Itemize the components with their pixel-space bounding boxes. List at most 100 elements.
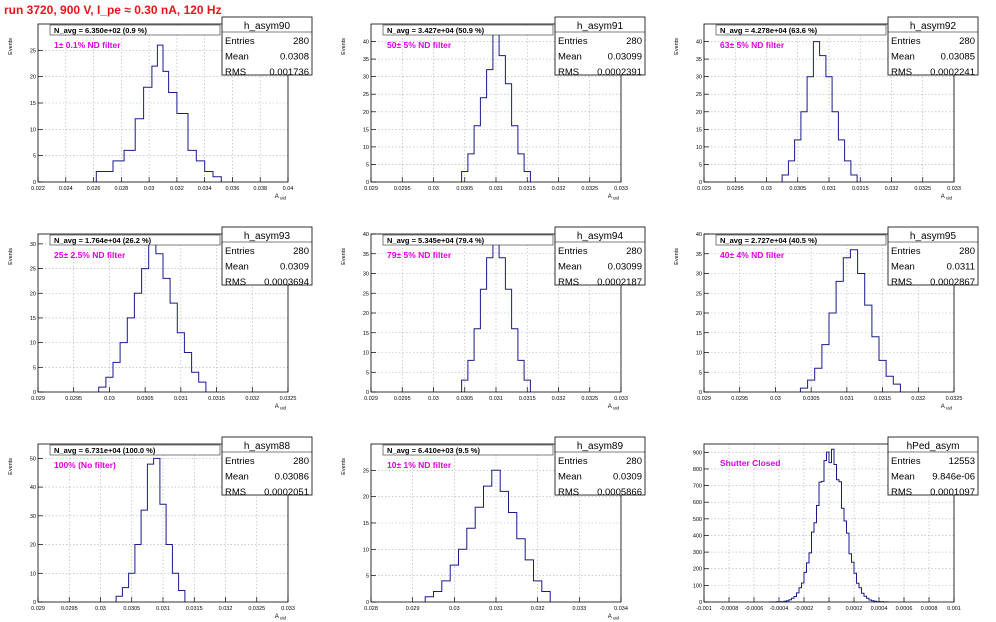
x-tick-label: -0.0004 xyxy=(770,606,789,612)
filter-label: 40± 4% ND filter xyxy=(720,250,785,260)
navg-label: N_avg = 4.278e+04 (63.6 %) xyxy=(720,26,818,35)
y-tick-label: 15 xyxy=(30,316,36,322)
y-tick-label: 0 xyxy=(33,180,36,186)
plot-frame xyxy=(370,23,622,183)
navg-label: N_avg = 5.345e+04 (79.4 %) xyxy=(387,236,485,245)
stats-value: 9.846e-06 xyxy=(932,472,975,483)
y-tick-label: 10 xyxy=(30,127,36,133)
y-tick-label: 20 xyxy=(30,543,36,549)
x-tick-label: 0.032 xyxy=(552,186,566,192)
plot-frame xyxy=(37,23,289,183)
y-tick-label: 700 xyxy=(693,484,702,490)
x-tick-label: 0.0325 xyxy=(581,186,598,192)
x-tick-label: 0.0305 xyxy=(123,606,140,612)
histogram-h_asym94 xyxy=(461,241,531,392)
y-tick-label: 15 xyxy=(30,101,36,107)
x-tick-label: 0.034 xyxy=(614,606,628,612)
navg-box xyxy=(49,24,221,36)
y-tick-label: 10 xyxy=(363,547,369,553)
panel-h_asym90: 0.022 0.024 0.026 0.028 0.03 0.032 0.034 0.036 0… xyxy=(8,16,313,201)
x-axis-title: A uid xyxy=(941,194,953,201)
x-axis-title: A uid xyxy=(608,194,620,201)
x-tick-label: 0.028 xyxy=(114,186,128,192)
x-tick-label: 0.03 xyxy=(428,186,439,192)
y-axis-title: Events xyxy=(8,38,14,55)
x-tick-label: 0.029 xyxy=(697,396,711,402)
x-tick-label: -0.0006 xyxy=(745,606,764,612)
x-tick-label: 0.0006 xyxy=(896,606,913,612)
x-tick-label: 0.03 xyxy=(144,186,155,192)
x-tick-label: 0 xyxy=(827,606,830,612)
y-tick-label: 25 xyxy=(363,92,369,98)
y-tick-label: 5 xyxy=(699,370,702,376)
x-tick-label: 0.0295 xyxy=(731,396,748,402)
y-tick-label: 0 xyxy=(366,600,369,606)
y-tick-label: 5 xyxy=(33,154,36,160)
stats-value: 0.0002187 xyxy=(597,277,642,288)
stats-key: RMS xyxy=(558,277,579,288)
navg-label: N_avg = 2.727e+04 (40.5 %) xyxy=(720,236,818,245)
x-tick-label: 0.031 xyxy=(174,396,188,402)
stats-key: Mean xyxy=(225,472,249,483)
x-tick-label: 0.024 xyxy=(59,186,73,192)
x-tick-label: 0.03 xyxy=(770,396,781,402)
stats-key: Mean xyxy=(558,52,582,63)
stats-value: 280 xyxy=(959,246,975,257)
x-tick-label: 0.022 xyxy=(31,186,45,192)
x-tick-label: 0.038 xyxy=(253,186,267,192)
stats-box xyxy=(887,226,979,286)
stats-key: Mean xyxy=(891,262,915,273)
x-tick-label: 0.033 xyxy=(572,606,586,612)
plot-frame xyxy=(703,233,955,393)
stats-key: RMS xyxy=(891,487,912,498)
navg-label: N_avg = 6.731e+04 (100.0 %) xyxy=(54,446,156,455)
x-tick-label: 0.032 xyxy=(885,186,899,192)
panel-hPed_asym: -0.001 -0.0008 -0.0006 -0.0004 -0.0002 0 0.000… xyxy=(693,436,979,612)
histogram-h_asym92 xyxy=(781,41,858,182)
x-tick-label: 0.032 xyxy=(531,606,545,612)
x-tick-label: 0.0295 xyxy=(394,186,411,192)
stats-key: Entries xyxy=(225,246,255,257)
stats-value: 0.0308 xyxy=(280,52,309,63)
x-tick-label: 0.029 xyxy=(31,396,45,402)
page-title: run 3720, 900 V, I_pe ≈ 0.30 nA, 120 Hz xyxy=(4,3,222,17)
x-axis-title: A uid xyxy=(275,404,287,411)
y-axis-title: Events xyxy=(8,248,14,265)
stats-key: Mean xyxy=(891,52,915,63)
y-tick-label: 10 xyxy=(30,571,36,577)
navg-box xyxy=(382,444,554,456)
x-axis-title: A uid xyxy=(275,194,287,201)
y-tick-label: 40 xyxy=(363,40,369,46)
filter-label: 10± 1% ND filter xyxy=(387,460,452,470)
y-tick-label: 5 xyxy=(366,574,369,580)
y-tick-label: 10 xyxy=(696,351,702,357)
stats-key: Mean xyxy=(558,472,582,483)
navg-box xyxy=(49,234,221,246)
stats-key: RMS xyxy=(891,277,912,288)
filter-label: 100% (No filter) xyxy=(54,460,116,470)
x-tick-label: 0.0295 xyxy=(65,396,82,402)
stats-title: h_asym88 xyxy=(244,441,291,452)
y-tick-label: 5 xyxy=(366,162,369,168)
y-tick-label: 15 xyxy=(696,127,702,133)
filter-label: 79± 5% ND filter xyxy=(387,250,452,260)
x-tick-label: 0.032 xyxy=(170,186,184,192)
y-tick-label: 40 xyxy=(696,40,702,46)
x-tick-label: 0.0325 xyxy=(280,396,297,402)
y-tick-label: 30 xyxy=(696,272,702,278)
x-tick-label: 0.03 xyxy=(104,396,115,402)
navg-box xyxy=(382,24,554,36)
x-tick-label: 0.029 xyxy=(406,606,420,612)
panel-h_asym95: 0.029 0.0295 0.03 0.0305 0.031 0.0315 0.032 0.0… xyxy=(674,226,979,411)
filter-label: 63± 5% ND filter xyxy=(720,40,785,50)
x-axis-title: A uid xyxy=(608,404,620,411)
stats-value: 0.0002241 xyxy=(930,67,975,78)
x-tick-label: 0.029 xyxy=(697,186,711,192)
y-tick-label: 20 xyxy=(696,110,702,116)
stats-title: h_asym90 xyxy=(244,21,291,32)
y-tick-label: 0 xyxy=(366,180,369,186)
x-tick-label: 0.0315 xyxy=(874,396,891,402)
histogram-hPed_asym xyxy=(769,448,889,603)
x-tick-label: 0.031 xyxy=(822,186,836,192)
